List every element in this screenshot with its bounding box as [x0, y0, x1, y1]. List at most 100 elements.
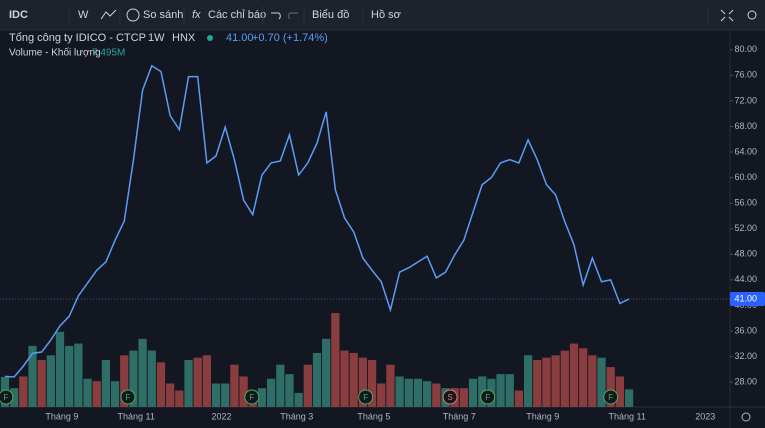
x-tick-label: 2022 [212, 411, 232, 421]
volume-bar [83, 378, 92, 407]
interval[interactable]: W [78, 9, 89, 21]
volume-bar [514, 390, 524, 407]
volume-bar [404, 378, 413, 407]
indicators[interactable]: Các chỉ báo [208, 9, 266, 21]
event-marker [244, 389, 260, 405]
x-tick-label: Tháng 11 [118, 411, 155, 421]
x-tick-label: Tháng 5 [357, 411, 390, 421]
volume-bar [395, 376, 404, 407]
y-tick-label: 32.00 [734, 351, 757, 361]
event-marker [0, 389, 14, 405]
volume-bar [276, 364, 285, 407]
y-tick-label: 68.00 [734, 121, 757, 131]
volume-bar [211, 383, 221, 407]
volume-bar [542, 357, 551, 407]
y-tick-label: 48.00 [734, 249, 757, 259]
exchange: HNX [172, 32, 196, 44]
share-icon[interactable] [747, 10, 757, 20]
volume-bar [588, 355, 597, 407]
volume-bar [101, 360, 111, 407]
x-tick-label: Tháng 11 [609, 411, 646, 421]
volume-bar [74, 343, 83, 407]
chart-icon[interactable] [100, 9, 117, 20]
fx-icon[interactable]: fx [192, 9, 201, 21]
y-tick-label: 60.00 [734, 172, 757, 182]
volume-bar [312, 352, 322, 407]
volume-bar [478, 376, 487, 407]
volume-bar [92, 381, 101, 407]
volume-bar [505, 374, 514, 407]
volume-bar [138, 338, 147, 407]
volume-bar [266, 378, 276, 407]
volume-bar [294, 392, 303, 407]
y-tick-label: 36.00 [734, 325, 757, 335]
volume-bar [496, 374, 505, 407]
volume-bar [459, 388, 468, 407]
x-tick-label: Tháng 3 [280, 411, 313, 421]
volume-bar [303, 364, 312, 407]
volume-bar [37, 360, 46, 407]
instrument-name: Tổng công ty IDICO - CTCP [9, 32, 146, 44]
volume-bar [55, 331, 65, 407]
volume-bar [423, 381, 432, 407]
status-dot [207, 35, 213, 41]
y-tick-label: 80.00 [734, 44, 757, 54]
volume-bar [377, 383, 386, 407]
volume-bar [413, 378, 423, 407]
volume-bar [322, 338, 331, 407]
volume-bar [46, 355, 55, 407]
redo-icon[interactable] [288, 12, 298, 20]
x-tick-label: Tháng 7 [443, 411, 476, 421]
fullscreen-icon[interactable] [720, 9, 734, 22]
event-marker [603, 389, 619, 405]
y-tick-label: 28.00 [734, 376, 757, 386]
volume-bar [331, 313, 340, 407]
undo-icon[interactable] [271, 12, 281, 20]
x-tick-label: Tháng 9 [45, 411, 78, 421]
x-tick-label: Tháng 9 [526, 411, 559, 421]
compare[interactable]: So sánh [143, 9, 183, 21]
profile[interactable]: Hồ sơ [371, 9, 401, 21]
legend-interval: 1W [148, 32, 165, 44]
volume-bar [230, 364, 239, 407]
event-marker [480, 389, 496, 405]
last-price-badge [730, 292, 765, 307]
volume-bar [156, 362, 166, 407]
volume-bar [120, 355, 129, 407]
volume-bar [597, 357, 606, 407]
volume-bar [65, 345, 74, 407]
volume-bar [468, 378, 478, 407]
event-label: F [125, 393, 130, 402]
y-tick-label: 76.00 [734, 70, 757, 80]
volume-bar [569, 343, 579, 407]
volume-bar [110, 381, 120, 407]
volume-bar [606, 367, 615, 407]
event-marker [120, 389, 136, 405]
volume-bar [340, 350, 349, 407]
y-tick-label: 64.00 [734, 146, 757, 156]
volume-bar [386, 364, 395, 407]
event-label: S [447, 393, 452, 402]
legend-change: +0.70 (+1.74%) [252, 32, 328, 44]
settings-icon[interactable] [741, 412, 751, 422]
chart-type[interactable]: Biểu đồ [312, 9, 349, 21]
y-tick-label: 56.00 [734, 198, 757, 208]
symbol[interactable]: IDC [9, 9, 28, 21]
last-price-label: 41.00 [734, 293, 757, 303]
volume-bar [166, 383, 175, 407]
volume-bar [551, 355, 560, 407]
compare-icon[interactable] [126, 8, 140, 22]
volume-bar [615, 376, 624, 407]
event-label: F [363, 393, 368, 402]
volume-value: 7.495M [92, 48, 125, 59]
volume-bar [432, 383, 441, 407]
volume-bar [175, 390, 184, 407]
volume-label: Volume - Khối lượng [9, 47, 101, 59]
volume-bar [202, 355, 211, 407]
volume-bar [239, 376, 248, 407]
event-label: F [485, 393, 490, 402]
volume-bar [28, 345, 37, 407]
volume-bar [129, 350, 138, 407]
